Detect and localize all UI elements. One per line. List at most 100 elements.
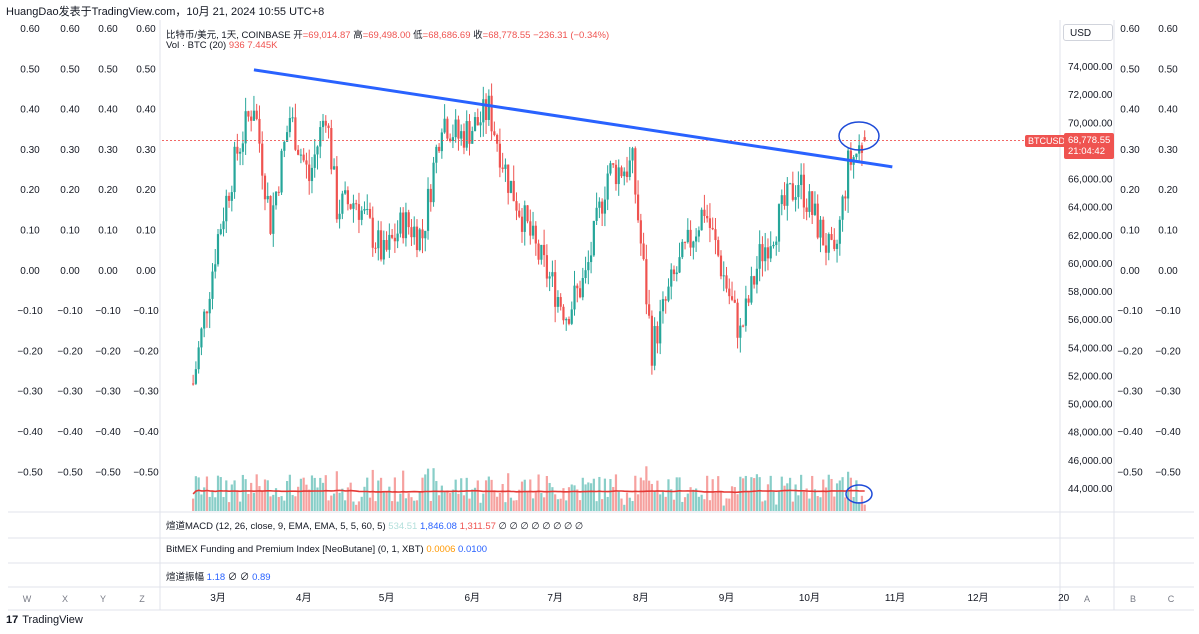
volume-bar <box>507 473 510 511</box>
price-axis-tick: 64,000.00 <box>1068 203 1113 214</box>
price-axis-tick: 60,000.00 <box>1068 259 1113 270</box>
side-scale-tick: −0.40 <box>133 427 159 438</box>
volume-legend: Vol · BTC (20) 936 7.445K <box>166 40 277 51</box>
volume-bar <box>592 478 595 511</box>
volume-bar <box>208 496 211 511</box>
bitmex-legend[interactable]: BitMEX Funding and Premium Index [NeoBut… <box>166 544 487 555</box>
candle-body <box>385 240 388 250</box>
volume-bar <box>830 478 833 511</box>
candle-body <box>813 203 817 215</box>
volume-bar <box>625 492 629 511</box>
volume-bar <box>421 477 424 511</box>
axis-button-y[interactable]: Y <box>99 594 106 604</box>
candle-body <box>797 185 800 198</box>
volume-bar <box>667 479 670 511</box>
candle-body <box>659 311 662 344</box>
price-axis-tick: 44,000.00 <box>1068 484 1113 495</box>
side-scale-tick: −0.20 <box>133 346 159 357</box>
amplitude-value-1: 1.18 <box>206 572 226 583</box>
axis-button-x[interactable]: X <box>61 594 68 604</box>
candle-body <box>584 270 587 279</box>
side-scale-tick: −0.10 <box>1155 306 1181 317</box>
candle-body <box>308 164 311 182</box>
candle-body <box>841 196 844 220</box>
side-scale-tick: 0.20 <box>98 185 118 196</box>
volume-bar <box>355 504 358 511</box>
volume-bar <box>402 470 405 511</box>
candle-body <box>344 190 347 194</box>
macd-value-1: 534.51 <box>388 521 418 532</box>
volume-bar <box>728 498 731 511</box>
macd-value-2: 1,846.08 <box>419 521 457 532</box>
candle-body <box>739 325 742 338</box>
volume-bar <box>261 490 264 511</box>
volume-label[interactable]: Vol · BTC (20) <box>166 40 227 51</box>
volume-bar <box>811 475 814 511</box>
axis-button-b[interactable]: B <box>1129 594 1136 604</box>
volume-bar <box>844 497 847 511</box>
side-scale-tick: −0.50 <box>1117 467 1143 478</box>
last-price-tag: 68,778.55 21:04:42 <box>1064 133 1115 159</box>
time-axis-label: 6月 <box>464 592 480 604</box>
macd-name: 煊道MACD (12, 26, close, 9, EMA, EMA, 5, 5… <box>166 521 386 532</box>
candle-body <box>534 225 537 244</box>
high-label: 高 <box>353 30 363 41</box>
candle-body <box>435 146 438 163</box>
volume-bar <box>692 489 695 511</box>
volume-bar <box>482 493 485 511</box>
volume-value-2: 7.445K <box>247 40 278 51</box>
axis-button-a[interactable]: A <box>1083 594 1090 604</box>
volume-bar <box>266 480 269 511</box>
candle-body <box>653 326 656 366</box>
volume-bar <box>639 477 642 511</box>
candle-body <box>628 160 631 178</box>
volume-bar <box>717 476 720 511</box>
last-price-value: 68,778.55 <box>1068 135 1111 146</box>
volume-bar <box>236 491 239 511</box>
volume-annotation-circle[interactable] <box>845 484 873 504</box>
candle-body <box>393 237 396 242</box>
side-scale-tick: 0.10 <box>1120 226 1140 237</box>
trendline[interactable] <box>253 68 893 169</box>
amplitude-name: 煊道振幅 <box>166 572 205 583</box>
candle-body <box>567 319 571 324</box>
price-annotation-circle[interactable] <box>838 121 880 151</box>
candle-body <box>490 95 493 132</box>
candle-body <box>603 199 607 214</box>
candle-body <box>520 216 524 232</box>
volume-bar <box>332 493 336 511</box>
side-scale-tick: 0.00 <box>60 266 80 277</box>
axis-button-c[interactable]: C <box>1167 594 1175 604</box>
amplitude-legend[interactable]: 煊道振幅 1.18 ∅ ∅ 0.89 <box>166 569 271 583</box>
macd-value-3: 1,311.57 <box>459 521 496 532</box>
macd-legend[interactable]: 煊道MACD (12, 26, close, 9, EMA, EMA, 5, 5… <box>166 518 583 532</box>
footer-brand[interactable]: 17 TradingView <box>6 614 83 626</box>
candle-body <box>830 234 833 240</box>
axis-button-z[interactable]: Z <box>139 594 145 604</box>
candle-body <box>576 285 579 289</box>
change-value: −236.31 (−0.34%) <box>533 30 610 41</box>
candle-body <box>589 255 593 263</box>
candle-body <box>758 244 761 269</box>
symbol-label[interactable]: 比特币/美元, 1天, COINBASE <box>166 30 291 41</box>
open-value: =69,014.87 <box>302 30 351 41</box>
time-axis-label: 11月 <box>885 592 905 604</box>
volume-bar <box>601 499 604 511</box>
volume-bar <box>584 484 587 511</box>
volume-bar <box>617 491 620 511</box>
volume-bar <box>526 492 529 511</box>
candle-body <box>379 230 383 260</box>
volume-bar <box>465 477 468 511</box>
volume-bar <box>653 491 656 511</box>
volume-bar <box>706 475 709 511</box>
candle-body <box>775 241 778 245</box>
side-scale-tick: 0.50 <box>20 64 40 75</box>
candle-body <box>437 146 441 152</box>
axis-button-w[interactable]: W <box>22 594 32 604</box>
volume-bar <box>656 480 659 511</box>
volume-bar <box>703 499 706 511</box>
currency-selector[interactable]: USD <box>1063 24 1113 41</box>
candle-body <box>697 230 700 237</box>
volume-bar <box>219 477 222 511</box>
